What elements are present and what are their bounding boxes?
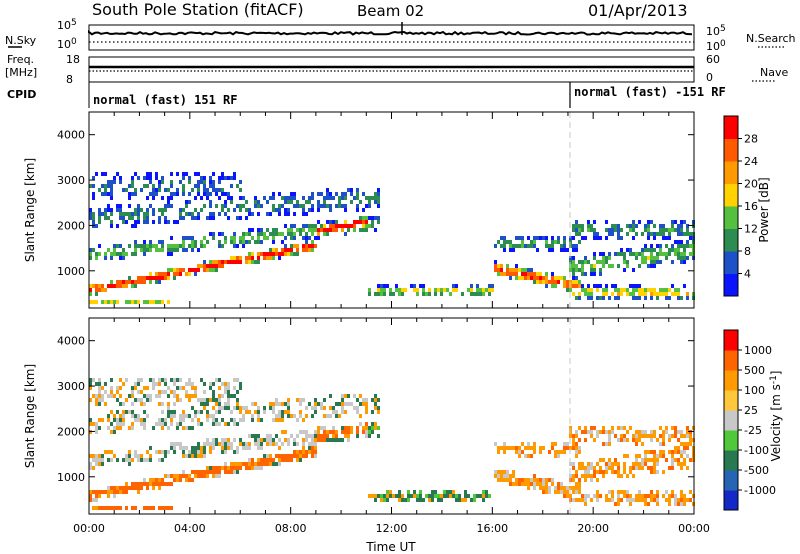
ytick-label: 1000 [57,265,85,278]
power-colorbar: 28 24 20 16 12 8 4 Power [dB] [723,115,771,297]
power-colorbar-tick: 16 [744,200,758,213]
velocity-swatch [724,330,738,351]
cpid-segment-1: normal (fast) 151 RF [93,93,238,107]
xtick-label: 16:00 [476,522,508,535]
beam-label: Beam 02 [357,2,424,20]
xtick-label: 08:00 [275,522,307,535]
ytick-label: 4000 [57,129,85,142]
nave-label: Nave [760,66,788,79]
noise-right-tick-bottom: 100 [706,39,726,53]
cpid-segment-2: normal (fast) -151 RF [574,85,726,99]
velocity-colorbar-tick: 100 [744,384,765,397]
freq-left-tick-bottom: 8 [66,73,73,86]
power-colorbar-tick: 28 [744,133,758,146]
power-colorbar-tick: 24 [744,155,758,168]
velocity-swatch [724,450,738,471]
xtick-label: 00:00 [678,522,710,535]
nsky-label: N.Sky [5,34,37,47]
power-swatch [724,273,738,297]
freq-left-tick-top: 18 [66,53,80,66]
noise-panel: 105 100 105 100 [57,18,726,53]
power-swatch [724,138,738,162]
cpid-label: CPID [7,88,36,101]
velocity-ylabel: Slant Range [km] [23,364,37,468]
date-label: 01/Apr/2013 [588,1,688,20]
power-colorbar-tick: 8 [744,245,751,258]
power-colorbar-tick: 20 [744,178,758,191]
freq-label-1: Freq. [7,53,34,66]
power-ylabel: Slant Range [km] [23,158,37,262]
power-colorbar-tick: 12 [744,223,758,236]
velocity-colorbar-label: Velocity [m s-1] [769,371,783,462]
ytick-label: 2000 [57,425,85,438]
velocity-colorbar-tick: -500 [744,464,769,477]
ytick-label: 3000 [57,380,85,393]
velocity-swatch [724,350,738,371]
ytick-label: 1000 [57,471,85,484]
nsky-trace [88,29,693,36]
ytick-label: 3000 [57,174,85,187]
noise-right-tick-top: 105 [706,24,726,38]
power-panel: 1000 2000 3000 4000 Slant Range [km] [23,111,695,309]
velocity-xlabel: Time UT [365,540,416,554]
power-swatch [724,206,738,229]
velocity-swatch [724,370,738,391]
velocity-colorbar: 1000 500 100 25 -25 -100 -500 -1000 Velocity [m… [723,329,783,511]
ytick-label: 4000 [57,335,85,348]
freq-panel: 18 8 60 0 [66,53,720,86]
xtick-label: 20:00 [577,522,609,535]
cpid-bar: normal (fast) 151 RF normal (fast) -151 … [88,82,726,108]
xtick-label: 04:00 [174,522,206,535]
ytick-label: 2000 [57,219,85,232]
power-swatch [724,183,738,207]
velocity-swatch [724,470,738,491]
power-swatch [724,116,738,139]
power-heatmap [89,172,695,304]
velocity-colorbar-tick: 1000 [744,344,772,357]
velocity-colorbar-tick: -25 [744,424,762,437]
velocity-heatmap [89,378,695,510]
nsearch-label: N.Search [746,32,796,45]
velocity-panel: 1000 2000 3000 4000 00:00 04:00 08:00 12:00 16:… [23,317,710,554]
power-swatch [724,161,738,184]
velocity-colorbar-tick: -1000 [744,484,776,497]
freq-right-tick-top: 60 [706,53,720,66]
noise-left-tick-top: 105 [57,18,77,32]
power-swatch [724,251,738,274]
velocity-colorbar-tick: 500 [744,364,765,377]
freq-label-2: [MHz] [5,66,37,79]
xtick-label: 12:00 [376,522,408,535]
velocity-swatch [724,430,738,451]
power-colorbar-tick: 4 [744,268,751,281]
xtick-label: 00:00 [73,522,105,535]
power-colorbar-label: Power [dB] [757,177,771,242]
velocity-swatch [724,390,738,411]
station-title: South Pole Station (fitACF) [92,0,304,19]
velocity-colorbar-tick: 25 [744,404,758,417]
power-swatch [724,228,738,252]
noise-left-tick-bottom: 100 [57,37,77,51]
freq-right-tick-bottom: 0 [706,71,713,84]
velocity-swatch [724,410,738,431]
velocity-swatch [724,490,738,511]
velocity-colorbar-tick: -100 [744,444,769,457]
